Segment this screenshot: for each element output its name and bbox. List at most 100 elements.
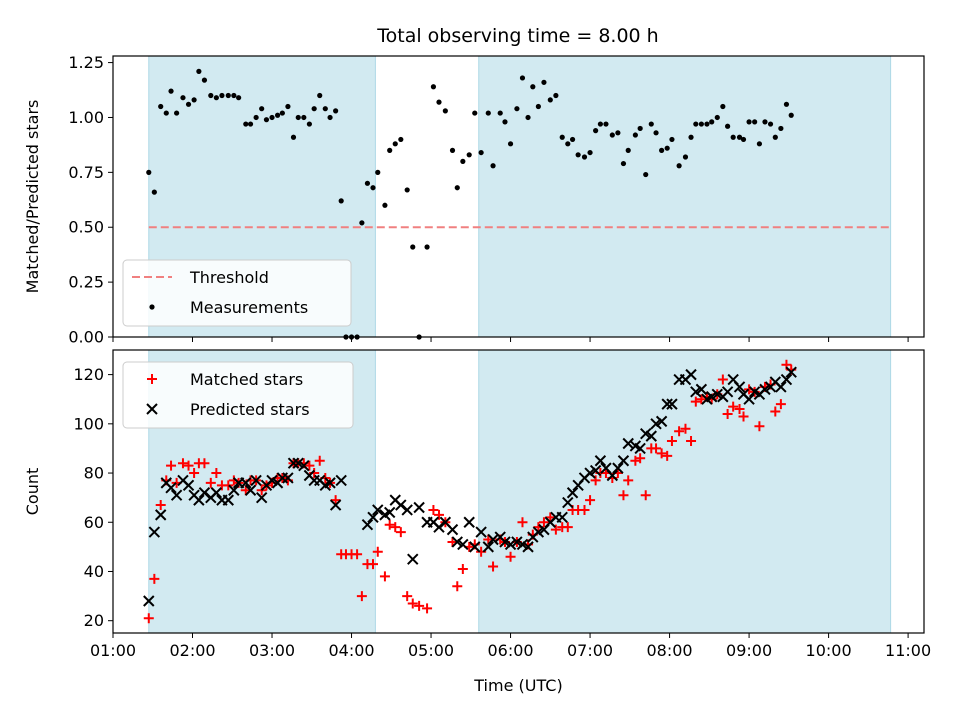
- predicted-star-point: [324, 477, 336, 489]
- measurement-point: [682, 154, 689, 160]
- measurement-point: [168, 88, 174, 94]
- matched-star-point: [457, 564, 468, 575]
- x-axis-title: Time (UTC): [473, 676, 562, 695]
- matched-star-point: [538, 517, 549, 528]
- matched-star-point: [402, 591, 413, 602]
- predicted-star-point: [617, 455, 630, 467]
- measurement-point: [146, 169, 152, 175]
- matched-star-point: [143, 613, 154, 624]
- figure-title: Total observing time = 8.00 h: [376, 25, 658, 47]
- x-tick-label: 08:00: [647, 641, 693, 660]
- y-tick-label: 80: [84, 464, 104, 483]
- measurement-point: [274, 112, 281, 118]
- matched-star-point: [734, 404, 745, 415]
- matched-star-point: [680, 423, 691, 434]
- measurement-point: [559, 134, 565, 140]
- matched-star-point: [640, 490, 651, 501]
- matched-star-point: [590, 475, 601, 486]
- matched-star-point: [155, 500, 166, 511]
- measurement-point: [746, 119, 752, 125]
- predicted-star-point: [566, 487, 579, 499]
- matched-star-point: [395, 527, 406, 538]
- measurement-point: [364, 180, 371, 186]
- matched-star-point: [166, 460, 177, 471]
- matched-star-point: [199, 458, 210, 469]
- predicted-star-point: [335, 474, 347, 487]
- predicted-star-point: [165, 482, 177, 494]
- measurement-point: [338, 198, 344, 204]
- measurement-point: [225, 92, 231, 99]
- measurement-point: [756, 141, 763, 147]
- shaded-range: [478, 55, 892, 338]
- measurement-point: [698, 121, 704, 127]
- matched-star-point: [483, 534, 494, 545]
- measurement-point: [382, 202, 388, 208]
- matched-star-point: [770, 406, 781, 417]
- predicted-star-point: [463, 516, 475, 528]
- measurement-point: [609, 132, 615, 138]
- matched-star-point: [390, 522, 401, 533]
- measurement-point: [472, 110, 478, 116]
- predicted-star-point: [244, 484, 257, 496]
- measurement-point: [664, 145, 670, 151]
- measurement-point: [285, 103, 291, 110]
- measurement-point: [530, 84, 536, 90]
- measurement-point: [333, 108, 339, 114]
- measurement-point: [208, 92, 214, 99]
- measurement-point: [653, 130, 659, 136]
- matched-star-point: [656, 448, 667, 459]
- matched-star-point: [618, 490, 629, 501]
- bottom-panel: 20 40 60 80 100 120 01:00 02:00 03:00 04:00 05:00 0…: [23, 349, 931, 695]
- y-tick-label: 0.00: [68, 328, 104, 347]
- measurement-point: [317, 92, 323, 99]
- measurement-point: [593, 128, 599, 134]
- x-tick-label: 10:00: [806, 641, 852, 660]
- measurement-point: [669, 136, 675, 143]
- measurement-point: [485, 110, 491, 116]
- measurement-point: [575, 152, 581, 158]
- x-tick-label: 09:00: [726, 641, 772, 660]
- measurement-point: [180, 95, 186, 101]
- x-tick-label: 02:00: [169, 641, 215, 660]
- measurement-point: [762, 119, 768, 125]
- measurement-point: [424, 244, 430, 250]
- measurement-point: [581, 154, 588, 160]
- predicted-star-point: [475, 526, 487, 538]
- matched-star-point: [240, 485, 251, 496]
- measurement-point: [587, 149, 593, 156]
- x-tick-label: 04:00: [328, 641, 374, 660]
- matched-star-point: [505, 551, 516, 562]
- predicted-star-point: [785, 366, 797, 378]
- measurement-point: [497, 110, 503, 116]
- predicted-star-point: [182, 479, 195, 492]
- measurement-point: [151, 189, 157, 195]
- measurement-point: [478, 149, 484, 156]
- legend-box: [122, 259, 352, 327]
- measurement-point: [725, 123, 731, 129]
- measurement-point: [752, 119, 758, 125]
- y-axis-title: Count: [23, 468, 42, 516]
- measurement-point: [547, 97, 553, 103]
- measurement-point: [392, 141, 398, 147]
- predicted-star-point: [250, 474, 262, 487]
- measurement-point: [620, 160, 627, 167]
- matched-star-point: [690, 396, 701, 407]
- measurement-point: [535, 103, 541, 110]
- predicted-star-point: [148, 526, 161, 538]
- legend-measurement-label: Measurements: [190, 298, 308, 317]
- matched-star-point: [205, 477, 216, 488]
- y-tick-label: 40: [84, 562, 104, 581]
- measurement-point: [569, 136, 576, 143]
- predicted-star-point: [457, 538, 469, 551]
- measurement-point: [730, 134, 736, 140]
- predicted-star-point: [446, 523, 459, 536]
- predicted-star-point: [413, 501, 425, 514]
- matched-star-point: [635, 453, 646, 464]
- y-tick-label: 60: [84, 513, 104, 532]
- measurement-point: [191, 97, 197, 103]
- matched-star-point: [384, 519, 395, 530]
- measurement-point: [259, 106, 265, 112]
- axes-frame: [112, 349, 925, 634]
- series-dot: [146, 68, 794, 340]
- matched-star-point: [304, 460, 315, 471]
